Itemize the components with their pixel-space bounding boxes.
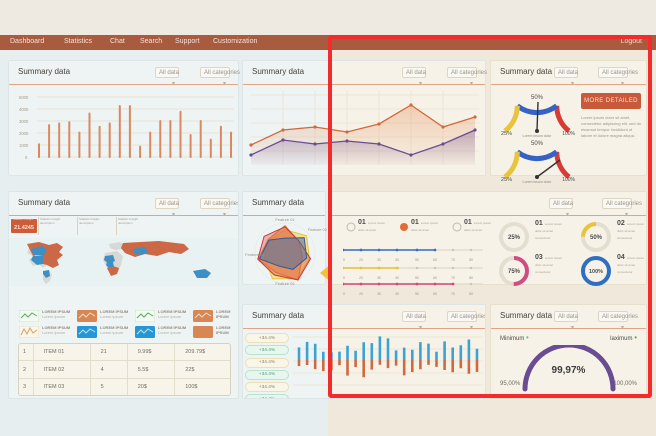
svg-text:50%: 50% [531,141,544,147]
svg-text:Lorem ipsum dolor: Lorem ipsum dolor [523,180,553,183]
svg-text:50: 50 [415,258,419,262]
svg-text:25%: 25% [508,235,521,241]
svg-text:40: 40 [395,258,399,262]
svg-text:1000: 1000 [19,143,29,148]
svg-text:50: 50 [415,292,419,296]
svg-text:70: 70 [451,292,455,296]
svg-text:100%: 100% [589,269,603,275]
svg-text:30: 30 [377,258,381,262]
svg-text:70: 70 [451,258,455,262]
svg-text:100%: 100% [562,177,575,183]
svg-text:Feature 04: Feature 04 [275,281,295,286]
svg-text:60: 60 [433,292,437,296]
svg-text:40: 40 [395,292,399,296]
svg-text:20: 20 [359,292,363,296]
svg-text:4000: 4000 [19,107,29,112]
svg-text:50%: 50% [590,235,603,241]
svg-text:3000: 3000 [19,119,29,124]
svg-text:2000: 2000 [19,131,29,136]
svg-text:Feature 06: Feature 06 [245,252,265,257]
svg-text:25%: 25% [501,177,512,183]
svg-text:60: 60 [433,258,437,262]
svg-text:30: 30 [377,292,381,296]
svg-text:Feature 01: Feature 01 [275,217,295,222]
svg-text:75%: 75% [508,269,521,275]
svg-text:0: 0 [25,155,28,160]
svg-text:5000: 5000 [19,95,29,100]
svg-text:10: 10 [343,258,345,262]
svg-text:80: 80 [469,292,473,296]
svg-text:20: 20 [359,258,363,262]
svg-text:Feature 02: Feature 02 [308,227,327,232]
svg-text:50%: 50% [531,95,544,101]
svg-text:10: 10 [343,292,345,296]
svg-text:80: 80 [469,258,473,262]
